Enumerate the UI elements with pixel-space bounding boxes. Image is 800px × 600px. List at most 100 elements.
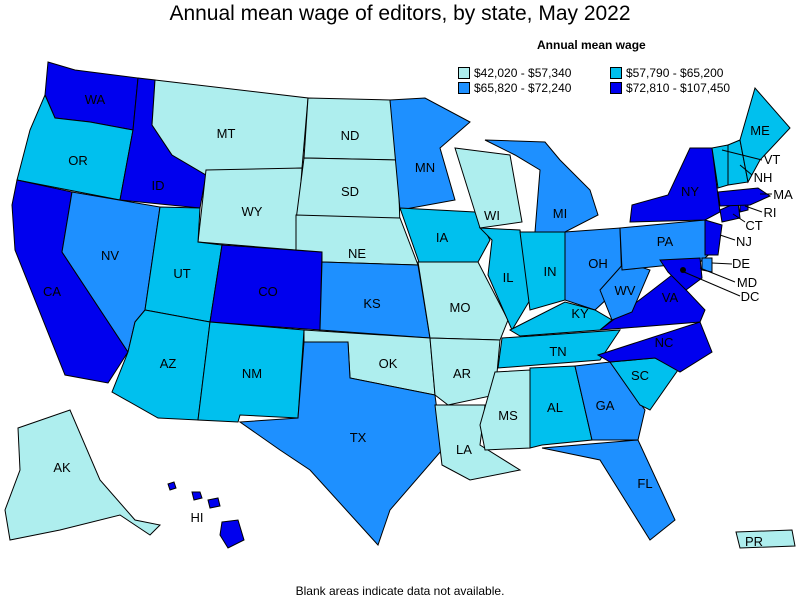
leader-line-vt	[721, 149, 763, 161]
state-NJ[interactable]	[704, 219, 723, 256]
legend-label-bin-3: $65,820 - $72,240	[474, 81, 572, 95]
state-PA[interactable]	[619, 219, 713, 271]
state-label-IA: IA	[436, 230, 449, 245]
state-label-MD: MD	[737, 275, 757, 290]
leader-line-dc	[683, 271, 741, 297]
state-MA[interactable]	[717, 187, 772, 207]
state-label-ND: ND	[341, 128, 360, 143]
legend-item-bin-3: $65,820 - $72,240	[458, 81, 571, 95]
state-label-AR: AR	[453, 366, 471, 381]
state-label-VA: VA	[662, 290, 679, 305]
state-label-WY: WY	[242, 204, 263, 219]
state-label-MT: MT	[217, 126, 236, 141]
state-label-AL: AL	[547, 400, 563, 415]
state-label-PA: PA	[657, 234, 674, 249]
legend-swatch-bin-1	[458, 67, 470, 79]
state-label-HI: HI	[191, 510, 204, 525]
state-label-MO: MO	[450, 300, 471, 315]
state-MN[interactable]	[389, 97, 471, 211]
state-AL[interactable]	[529, 365, 593, 449]
state-label-WA: WA	[85, 92, 106, 107]
state-label-NJ: NJ	[736, 234, 752, 249]
leader-line-md	[699, 267, 736, 283]
state-label-NE: NE	[348, 246, 366, 261]
state-label-OR: OR	[68, 153, 88, 168]
state-label-KS: KS	[363, 296, 381, 311]
state-label-SC: SC	[631, 368, 649, 383]
state-label-WV: WV	[615, 283, 636, 298]
state-NY[interactable]	[629, 147, 721, 223]
state-AR[interactable]	[429, 337, 501, 406]
state-label-NM: NM	[242, 366, 262, 381]
state-AK[interactable]	[4, 409, 162, 541]
state-label-KY: KY	[571, 306, 589, 321]
legend-label-bin-1: $42,020 - $57,340	[474, 66, 572, 80]
legend-swatch-bin-2	[610, 67, 622, 79]
legend-label-bin-4: $72,810 - $107,450	[626, 81, 731, 95]
state-label-CT: CT	[745, 218, 762, 233]
state-MD[interactable]	[659, 257, 703, 291]
state-TX[interactable]	[238, 341, 443, 546]
state-label-NY: NY	[681, 184, 699, 199]
state-label-IN: IN	[544, 264, 557, 279]
state-MS[interactable]	[479, 369, 531, 451]
leader-line-ct	[732, 213, 746, 223]
state-label-PR: PR	[745, 534, 763, 549]
state-label-DC: DC	[741, 289, 760, 304]
state-HI-island-4[interactable]	[219, 519, 245, 549]
state-TN[interactable]	[497, 329, 621, 369]
state-HI-island-2[interactable]	[191, 491, 203, 501]
state-FL[interactable]	[541, 439, 676, 541]
state-DE[interactable]	[701, 257, 713, 273]
state-HI-island-3[interactable]	[207, 497, 221, 509]
state-label-ID: ID	[152, 178, 165, 193]
map-title: Annual mean wage of editors, by state, M…	[169, 2, 631, 25]
state-WV[interactable]	[599, 261, 651, 321]
state-GA[interactable]	[574, 361, 646, 441]
state-label-GA: GA	[596, 398, 615, 413]
state-label-IL: IL	[503, 270, 514, 285]
state-HI-island-1[interactable]	[167, 481, 177, 491]
state-IA[interactable]	[399, 207, 491, 266]
state-label-CO: CO	[258, 284, 278, 299]
state-WI[interactable]	[454, 147, 523, 229]
legend-item-bin-4: $72,810 - $107,450	[610, 81, 730, 95]
dc-marker	[680, 267, 686, 273]
state-label-MI: MI	[553, 206, 567, 221]
state-label-NC: NC	[655, 335, 674, 350]
legend-item-bin-1: $42,020 - $57,340	[458, 66, 571, 80]
state-label-DE: DE	[732, 256, 750, 271]
state-label-OH: OH	[588, 256, 608, 271]
state-label-CA: CA	[43, 284, 61, 299]
state-label-AZ: AZ	[160, 356, 177, 371]
state-label-MS: MS	[498, 408, 518, 423]
state-label-TX: TX	[350, 430, 367, 445]
state-label-SD: SD	[341, 184, 359, 199]
state-MO[interactable]	[417, 261, 509, 341]
state-label-LA: LA	[456, 442, 472, 457]
footnote: Blank areas indicate data not available.	[295, 584, 505, 598]
state-label-FL: FL	[637, 476, 652, 491]
state-label-UT: UT	[173, 266, 190, 281]
state-label-AK: AK	[53, 460, 71, 475]
state-label-OK: OK	[379, 356, 398, 371]
state-MI[interactable]	[484, 139, 599, 233]
state-label-WI: WI	[484, 208, 500, 223]
state-PR[interactable]	[735, 529, 796, 549]
state-LA[interactable]	[434, 404, 522, 481]
state-label-TN: TN	[549, 344, 566, 359]
leader-line-nh	[739, 164, 753, 176]
state-label-MN: MN	[415, 160, 435, 175]
leader-line-nj	[719, 234, 736, 241]
state-label-NV: NV	[101, 248, 119, 263]
legend-swatch-bin-4	[610, 82, 622, 94]
state-label-RI: RI	[764, 205, 777, 220]
state-label-NH: NH	[754, 170, 773, 185]
state-label-ME: ME	[750, 123, 770, 138]
legend-swatch-bin-3	[458, 82, 470, 94]
state-label-MA: MA	[773, 187, 793, 202]
legend-item-bin-2: $57,790 - $65,200	[610, 66, 723, 80]
state-VA[interactable]	[598, 274, 706, 331]
state-ME[interactable]	[739, 86, 791, 184]
